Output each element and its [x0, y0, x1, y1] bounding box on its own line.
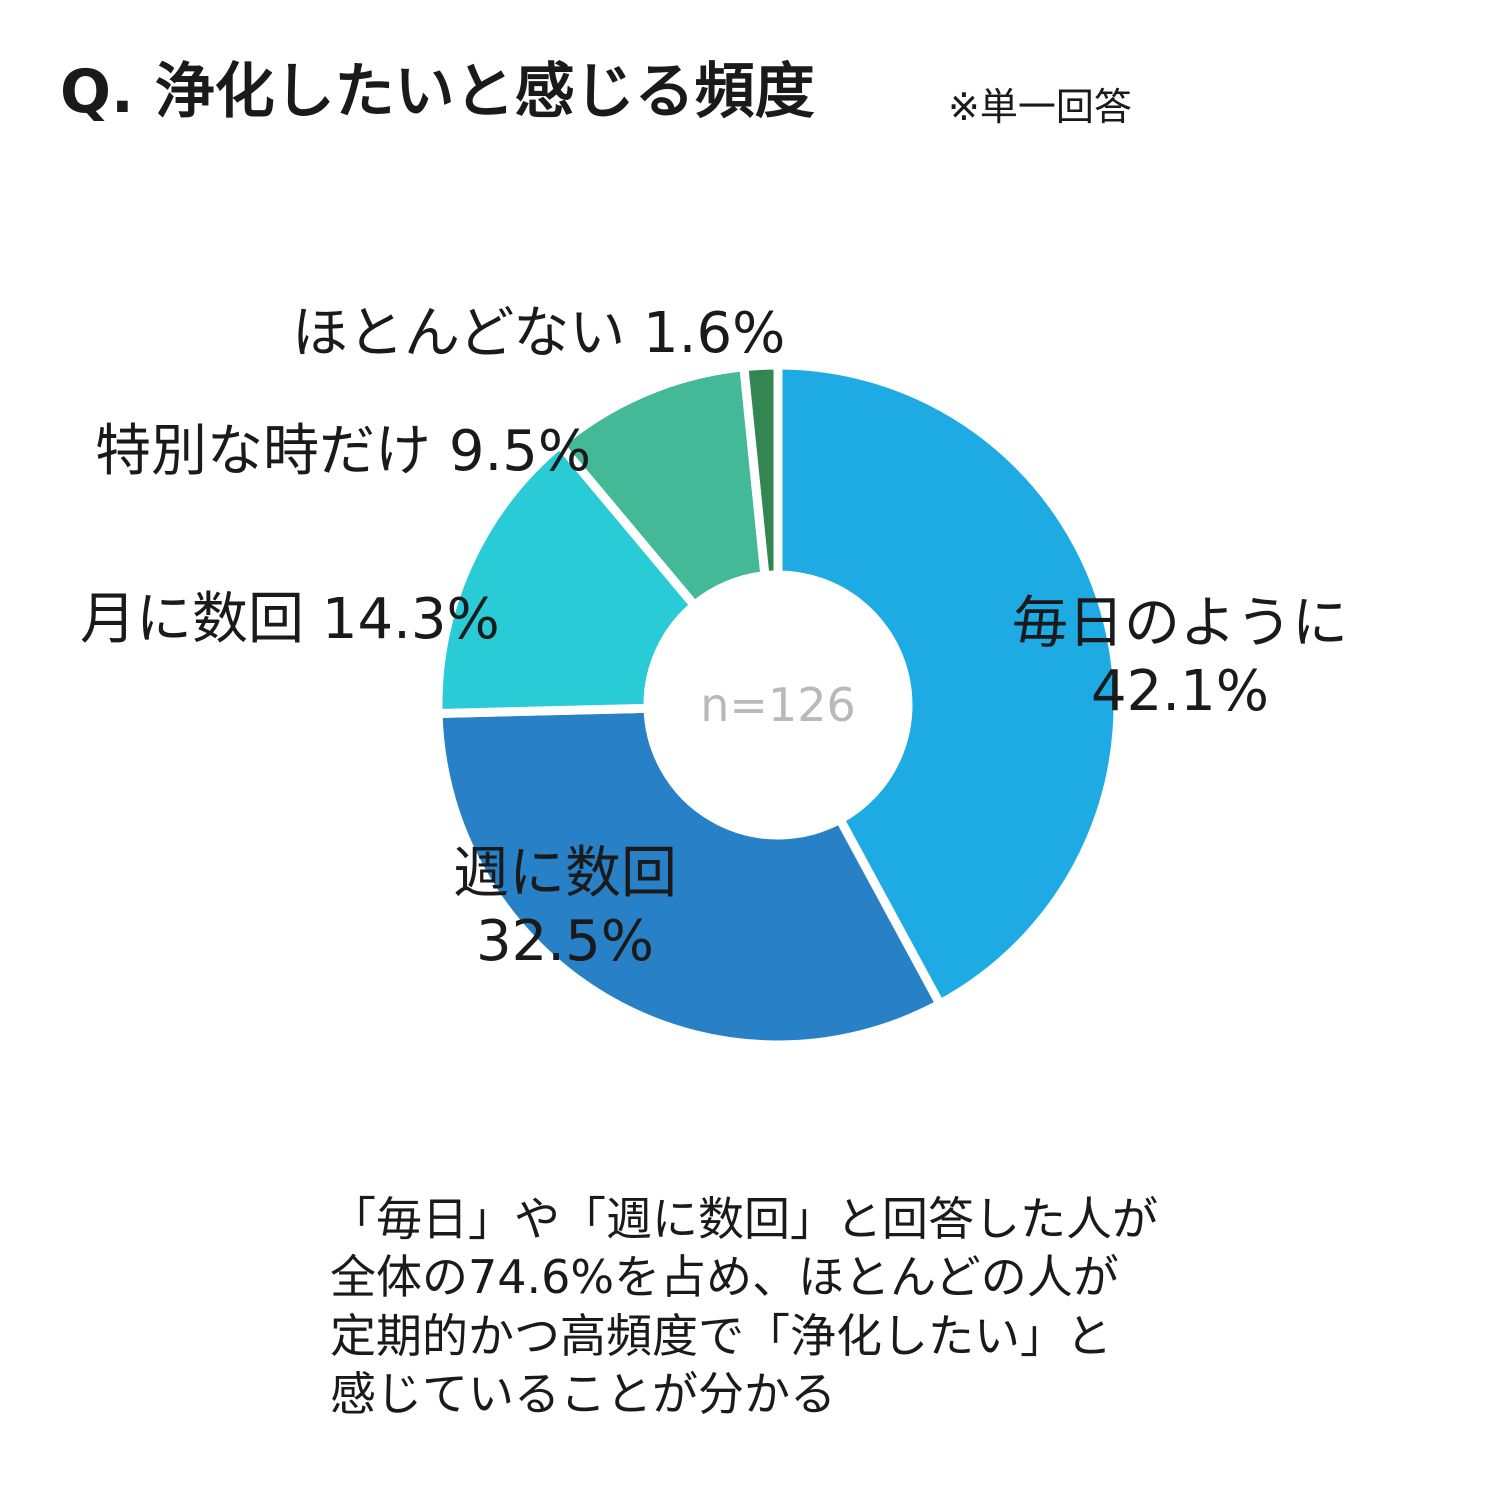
pie-slice-monthly: [433, 438, 701, 719]
pie-slice-special: [553, 361, 770, 612]
summary-text: 「毎日」や「週に数回」と回答した人が 全体の74.6%を占め、ほとんどの人が 定…: [330, 1190, 1158, 1424]
slice-label-monthly: 月に数回 14.3%: [80, 586, 500, 654]
slice-label-daily: 毎日のように 42.1%: [1005, 590, 1355, 727]
slice-label-special: 特別な時だけ 9.5%: [95, 418, 591, 486]
slice-label-daily-value: 42.1%: [1091, 659, 1269, 725]
slice-label-rarely: ほとんどない 1.6%: [292, 300, 785, 368]
pie-slice-weekly: [433, 703, 947, 1050]
slice-label-special-value: 9.5%: [448, 419, 592, 484]
slice-label-weekly-value: 32.5%: [476, 909, 654, 975]
pie-slice-rarely: [738, 360, 783, 581]
pie-slice-daily: [773, 360, 1123, 1011]
slice-label-rarely-value: 1.6%: [643, 301, 786, 366]
answer-type-note: ※単一回答: [948, 85, 1132, 129]
slice-label-daily-name: 毎日のように: [1012, 591, 1348, 656]
slice-label-weekly-name: 週に数回: [453, 841, 677, 906]
slice-label-monthly-name: 月に数回: [80, 587, 304, 652]
slice-label-monthly-value: 14.3%: [321, 587, 500, 652]
summary-line-4: 感じていることが分かる: [330, 1367, 836, 1422]
summary-line-1: 「毎日」や「週に数回」と回答した人が: [330, 1192, 1158, 1246]
summary-line-2: 全体の74.6%を占め、ほとんどの人が: [330, 1250, 1119, 1305]
summary-line-3: 定期的かつ高頻度で「浄化したい」と: [330, 1308, 1112, 1363]
sample-size-label: n=126: [700, 678, 856, 732]
slice-label-weekly: 週に数回 32.5%: [430, 840, 700, 977]
slice-label-rarely-name: ほとんどない: [292, 301, 626, 366]
slice-label-special-name: 特別な時だけ: [95, 419, 431, 484]
chart-title: Q. 浄化したいと感じる頻度: [60, 57, 815, 127]
